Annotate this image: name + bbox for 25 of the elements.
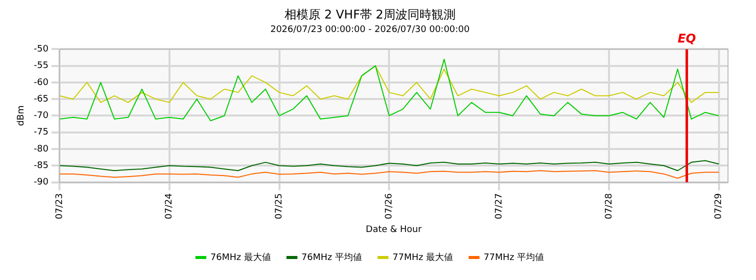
y-tick-label: -55 (34, 61, 48, 72)
x-tick-label: 07/27 (494, 193, 504, 220)
chart-title: 相模原 2 VHF帯 2周波同時観測 (284, 7, 456, 22)
legend-label: 77MHz 平均値 (484, 252, 544, 263)
y-tick-label: -70 (34, 111, 49, 122)
legend-label: 76MHz 最大値 (210, 252, 271, 263)
y-tick-label: -85 (34, 160, 48, 171)
x-tick-label: 07/26 (384, 192, 395, 220)
chart-subtitle: 2026/07/23 00:00:00 - 2026/07/30 00:00:00 (270, 25, 470, 36)
x-tick-label: 07/29 (714, 192, 724, 220)
y-tick-label: -75 (34, 128, 48, 138)
y-axis-title: dBm (16, 105, 27, 126)
x-tick-label: 07/28 (604, 192, 614, 220)
legend-label: 77MHz 最大値 (392, 252, 454, 263)
y-tick-label: -65 (34, 94, 48, 104)
x-tick-label: 07/25 (274, 193, 285, 220)
ref-line-label: EQ (678, 31, 696, 46)
y-tick-label: -50 (34, 44, 49, 55)
y-tick-label: -60 (34, 78, 49, 88)
y-tick-label: -90 (34, 178, 49, 188)
y-tick-label: -80 (34, 144, 49, 154)
x-tick-label: 07/24 (164, 192, 175, 220)
x-tick-label: 07/23 (54, 193, 65, 220)
x-axis-title: Date & Hour (366, 224, 422, 235)
legend-label: 76MHz 平均値 (301, 252, 362, 263)
